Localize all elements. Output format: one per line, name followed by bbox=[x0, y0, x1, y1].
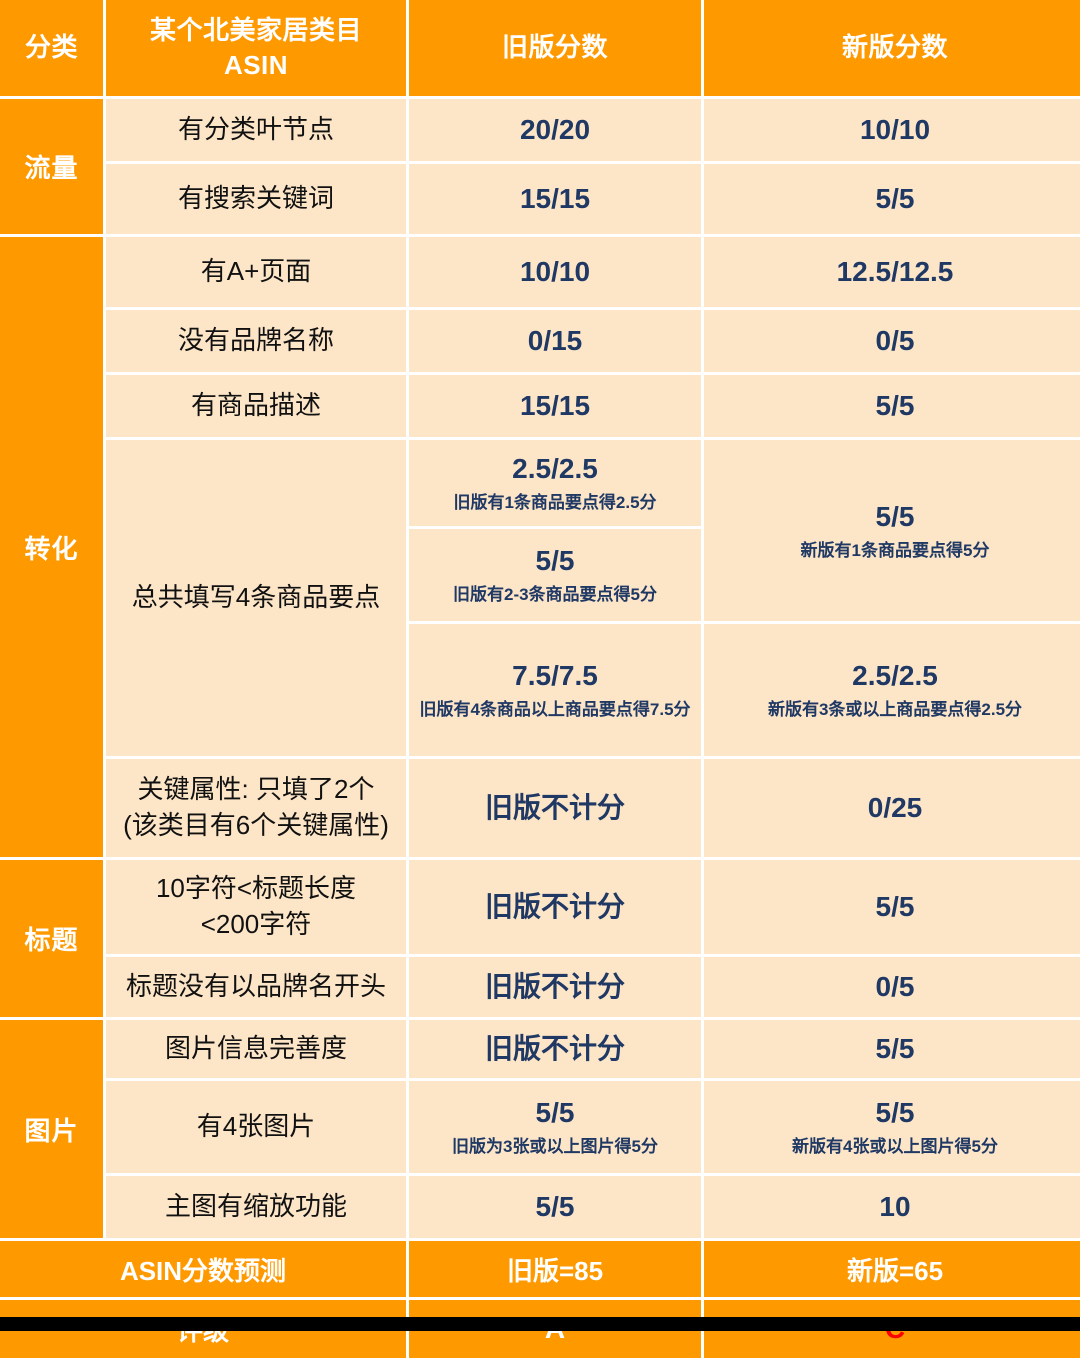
row-label: 有A+页面 bbox=[106, 237, 406, 307]
new-score-value: 0/5 bbox=[704, 957, 1080, 1017]
table-row: 标题 10字符<标题长度 <200字符 旧版不计分 5/5 bbox=[0, 860, 1080, 1017]
row-label-line2: <200字符 bbox=[200, 909, 312, 939]
new-score-note: 新版有1条商品要点得5分 bbox=[800, 540, 990, 560]
new-score-value: 10 bbox=[704, 1176, 1080, 1238]
prediction-new: 新版=65 bbox=[704, 1241, 1080, 1297]
old-score-value: 5/5 bbox=[409, 1176, 701, 1238]
summary-prediction-row: ASIN分数预测 旧版=85 新版=65 bbox=[0, 1241, 1080, 1297]
table-row: 转化 有A+页面 10/10 12.5/12.5 bbox=[0, 237, 1080, 857]
table-row: 有搜索关键词 15/15 5/5 bbox=[0, 164, 1080, 234]
row-label-line1: 关键属性: 只填了2个 bbox=[137, 774, 375, 805]
old-score-note: 旧版有2-3条商品要点得5分 bbox=[452, 585, 658, 605]
old-score-value: 0/15 bbox=[409, 310, 701, 372]
header-new-score: 新版分数 bbox=[704, 0, 1080, 96]
new-score-value: 5/5 新版有1条商品要点得5分 bbox=[704, 440, 1080, 621]
section-label-conversion: 转化 bbox=[0, 237, 103, 857]
prediction-label: ASIN分数预测 bbox=[0, 1241, 406, 1297]
old-score-value: 7.5/7.5 旧版有4条商品以上商品要点得7.5分 bbox=[409, 624, 701, 756]
row-label: 有商品描述 bbox=[106, 375, 406, 437]
new-score-value: 10/10 bbox=[704, 99, 1080, 161]
section-label-title: 标题 bbox=[0, 860, 103, 1017]
table-row: 没有品牌名称 0/15 0/5 bbox=[0, 310, 1080, 372]
header-old-score: 旧版分数 bbox=[409, 0, 701, 96]
old-score-value: 5/5 旧版有2-3条商品要点得5分 bbox=[409, 529, 701, 621]
row-label: 有搜索关键词 bbox=[106, 164, 406, 234]
table-row: 图片 图片信息完善度 旧版不计分 5/5 bbox=[0, 1020, 1080, 1238]
new-score-value: 5/5 新版有4张或以上图片得5分 bbox=[704, 1081, 1080, 1173]
old-score-value: 10/10 bbox=[409, 237, 701, 307]
new-score-value: 5/5 bbox=[704, 375, 1080, 437]
row-label: 图片信息完善度 bbox=[106, 1020, 406, 1078]
section-label-images: 图片 bbox=[0, 1020, 103, 1238]
header-category: 分类 bbox=[0, 0, 103, 96]
old-score-note: 旧版有4条商品以上商品要点得7.5分 bbox=[419, 700, 691, 720]
row-label: 有分类叶节点 bbox=[106, 99, 406, 161]
new-score-note: 新版有4张或以上图片得5分 bbox=[792, 1137, 998, 1157]
new-score-note: 新版有3条或以上商品要点得2.5分 bbox=[767, 700, 1023, 720]
old-score-number: 5/5 bbox=[535, 545, 575, 577]
old-score-value: 15/15 bbox=[409, 164, 701, 234]
row-label: 有4张图片 bbox=[106, 1081, 406, 1173]
header-asin-line1: 某个北美家居类目 bbox=[149, 14, 362, 45]
row-label: 标题没有以品牌名开头 bbox=[106, 957, 406, 1017]
old-score-value: 旧版不计分 bbox=[409, 860, 701, 954]
new-score-value: 0/5 bbox=[704, 310, 1080, 372]
old-score-note: 旧版为3张或以上图片得5分 bbox=[452, 1137, 658, 1157]
old-score-value: 旧版不计分 bbox=[409, 759, 701, 857]
new-score-value: 0/25 bbox=[704, 759, 1080, 857]
section-label-traffic: 流量 bbox=[0, 99, 103, 234]
table-row: 有4张图片 5/5 旧版为3张或以上图片得5分 5/5 新版有4张或以上图片得5… bbox=[0, 1081, 1080, 1173]
table-row-bullets-1: 总共填写4条商品要点 2.5/2.5 旧版有1条商品要点得2.5分 5/5 新版… bbox=[0, 440, 1080, 756]
new-score-number: 5/5 bbox=[875, 1097, 915, 1129]
bottom-black-bar bbox=[0, 1317, 1080, 1331]
table-row-bullets-3: 7.5/7.5 旧版有4条商品以上商品要点得7.5分 2.5/2.5 新版有3条… bbox=[0, 624, 1080, 756]
old-score-value: 2.5/2.5 旧版有1条商品要点得2.5分 bbox=[409, 440, 701, 526]
old-score-number: 2.5/2.5 bbox=[512, 453, 598, 485]
new-score-value: 5/5 bbox=[704, 1020, 1080, 1078]
old-score-value: 20/20 bbox=[409, 99, 701, 161]
new-score-value: 5/5 bbox=[704, 164, 1080, 234]
table-header-row: 分类 某个北美家居类目 ASIN 旧版分数 新版分数 bbox=[0, 0, 1080, 96]
table-row-bullets-2: 5/5 旧版有2-3条商品要点得5分 bbox=[0, 529, 1080, 621]
row-label-line2: (该类目有6个关键属性) bbox=[123, 810, 389, 840]
header-asin: 某个北美家居类目 ASIN bbox=[106, 0, 406, 96]
row-label-line1: 10字符<标题长度 bbox=[155, 873, 357, 904]
new-score-number: 2.5/2.5 bbox=[852, 660, 938, 692]
table-row: 关键属性: 只填了2个 (该类目有6个关键属性) 旧版不计分 0/25 bbox=[0, 759, 1080, 857]
row-label: 主图有缩放功能 bbox=[106, 1176, 406, 1238]
old-score-value: 旧版不计分 bbox=[409, 957, 701, 1017]
new-score-number: 5/5 bbox=[875, 500, 915, 532]
old-score-value: 旧版不计分 bbox=[409, 1020, 701, 1078]
row-label-title-length: 10字符<标题长度 <200字符 bbox=[106, 860, 406, 954]
new-score-value: 12.5/12.5 bbox=[704, 237, 1080, 307]
table-row: 标题没有以品牌名开头 旧版不计分 0/5 bbox=[0, 957, 1080, 1017]
old-score-note: 旧版有1条商品要点得2.5分 bbox=[453, 493, 657, 513]
old-score-value: 5/5 旧版为3张或以上图片得5分 bbox=[409, 1081, 701, 1173]
row-label-key-attributes: 关键属性: 只填了2个 (该类目有6个关键属性) bbox=[106, 759, 406, 857]
new-score-value: 2.5/2.5 新版有3条或以上商品要点得2.5分 bbox=[704, 624, 1080, 756]
row-label: 没有品牌名称 bbox=[106, 310, 406, 372]
new-score-value: 5/5 bbox=[704, 860, 1080, 954]
old-score-value: 15/15 bbox=[409, 375, 701, 437]
header-asin-line2: ASIN bbox=[223, 50, 289, 80]
row-label-bullet-points: 总共填写4条商品要点 bbox=[106, 440, 406, 756]
table-row: 流量 有分类叶节点 20/20 10/10 bbox=[0, 99, 1080, 234]
old-score-number: 5/5 bbox=[535, 1097, 575, 1129]
table-row: 主图有缩放功能 5/5 10 bbox=[0, 1176, 1080, 1238]
old-score-number: 7.5/7.5 bbox=[512, 660, 598, 692]
table-row: 有商品描述 15/15 5/5 bbox=[0, 375, 1080, 437]
prediction-old: 旧版=85 bbox=[409, 1241, 701, 1297]
